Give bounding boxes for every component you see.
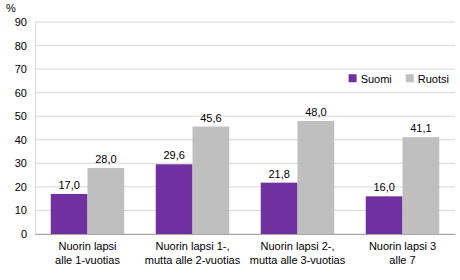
data-label: 17,0 xyxy=(58,179,79,191)
data-label: 45,6 xyxy=(200,112,221,124)
plot-area: 0 10 20 30 40 50 60 70 80 90 Nuorin lapsi alle 1-vu… xyxy=(15,16,456,266)
y-tick-label: 50 xyxy=(15,110,27,122)
legend-swatch xyxy=(349,74,357,82)
y-tick: 40 xyxy=(15,134,35,146)
legend-item: Ruotsi xyxy=(406,73,449,85)
y-tick: 80 xyxy=(15,40,35,52)
y-tick-label: 30 xyxy=(15,157,27,169)
legend-label: Suomi xyxy=(361,73,392,85)
y-tick: 0 xyxy=(21,228,35,240)
y-axis-line xyxy=(35,23,36,235)
x-tick: Nuorin lapsi 3 alle 7 xyxy=(369,234,436,266)
x-tick-label-line: Nuorin lapsi xyxy=(58,240,116,252)
data-labels: 17,0 29,6 21,8 16,0 28,0 45,6 48,0 41,1 xyxy=(58,106,431,193)
data-label: 29,6 xyxy=(163,149,184,161)
grid-line xyxy=(35,92,455,93)
grid xyxy=(35,22,455,234)
x-tick-label: Nuorin lapsi 2-, mutta alle 3-vuotias xyxy=(250,240,346,266)
x-tick-label: Nuorin lapsi 1-, mutta alle 2-vuotias xyxy=(145,240,241,266)
data-label: 48,0 xyxy=(305,106,326,118)
x-axis-line xyxy=(36,234,456,235)
y-tick: 70 xyxy=(15,63,35,75)
grid-line xyxy=(35,139,455,140)
y-tick-label: 80 xyxy=(15,40,27,52)
data-label: 41,1 xyxy=(410,122,431,134)
bar xyxy=(193,127,230,234)
x-tick-label-line: Nuorin lapsi 1-, xyxy=(156,240,230,252)
x-tick: Nuorin lapsi 1-, mutta alle 2-vuotias xyxy=(145,234,241,266)
x-tick-label-line: mutta alle 2-vuotias xyxy=(145,254,241,266)
y-tick-label: 10 xyxy=(15,204,27,216)
x-axis: Nuorin lapsi alle 1-vuotias Nuorin lapsi 1… xyxy=(36,234,456,266)
y-tick: 50 xyxy=(15,110,35,122)
y-tick: 60 xyxy=(15,87,35,99)
legend-label: Ruotsi xyxy=(418,73,449,85)
grid-line xyxy=(35,22,455,23)
bars xyxy=(51,121,440,234)
x-tick-label: Nuorin lapsi 3 alle 7 xyxy=(369,240,436,266)
y-tick-label: 70 xyxy=(15,63,27,75)
x-tick-label-line: alle 1-vuotias xyxy=(55,254,120,266)
legend-item: Suomi xyxy=(349,73,392,85)
grid-line xyxy=(35,69,455,70)
bar xyxy=(51,194,88,234)
y-tick: 10 xyxy=(15,204,35,216)
x-tick-label-line: Nuorin lapsi 3 xyxy=(369,240,436,252)
data-label: 16,0 xyxy=(373,181,394,193)
legend: Suomi Ruotsi xyxy=(349,73,449,85)
legend-swatch xyxy=(406,74,414,82)
bar xyxy=(403,137,440,234)
bar xyxy=(261,183,298,234)
y-tick: 20 xyxy=(15,181,35,193)
y-tick: 90 xyxy=(15,16,35,28)
bar xyxy=(156,164,193,234)
x-tick-label-line: Nuorin lapsi 2-, xyxy=(261,240,335,252)
grid-line xyxy=(35,116,455,117)
data-label: 21,8 xyxy=(268,168,289,180)
x-tick-label: Nuorin lapsi alle 1-vuotias xyxy=(55,240,120,266)
y-tick: 30 xyxy=(15,157,35,169)
x-tick: Nuorin lapsi 2-, mutta alle 3-vuotias xyxy=(250,234,346,266)
chart-svg: 0 10 20 30 40 50 60 70 80 90 Nuorin lapsi alle 1-vu… xyxy=(0,0,460,280)
bar xyxy=(88,168,125,234)
y-tick-label: 40 xyxy=(15,134,27,146)
bar xyxy=(366,196,403,234)
x-tick-label-line: mutta alle 3-vuotias xyxy=(250,254,346,266)
x-tick-label-line: alle 7 xyxy=(389,254,415,266)
y-axis-title: % xyxy=(6,2,16,14)
y-tick-label: 0 xyxy=(21,228,27,240)
x-tick: Nuorin lapsi alle 1-vuotias xyxy=(55,234,120,266)
bar xyxy=(298,121,335,234)
y-tick-label: 20 xyxy=(15,181,27,193)
y-tick-label: 90 xyxy=(15,16,27,28)
grid-line xyxy=(35,45,455,46)
chart-container: 0 10 20 30 40 50 60 70 80 90 Nuorin lapsi alle 1-vu… xyxy=(0,0,460,280)
data-label: 28,0 xyxy=(95,153,116,165)
y-tick-label: 60 xyxy=(15,87,27,99)
y-axis: 0 10 20 30 40 50 60 70 80 90 xyxy=(15,16,36,240)
